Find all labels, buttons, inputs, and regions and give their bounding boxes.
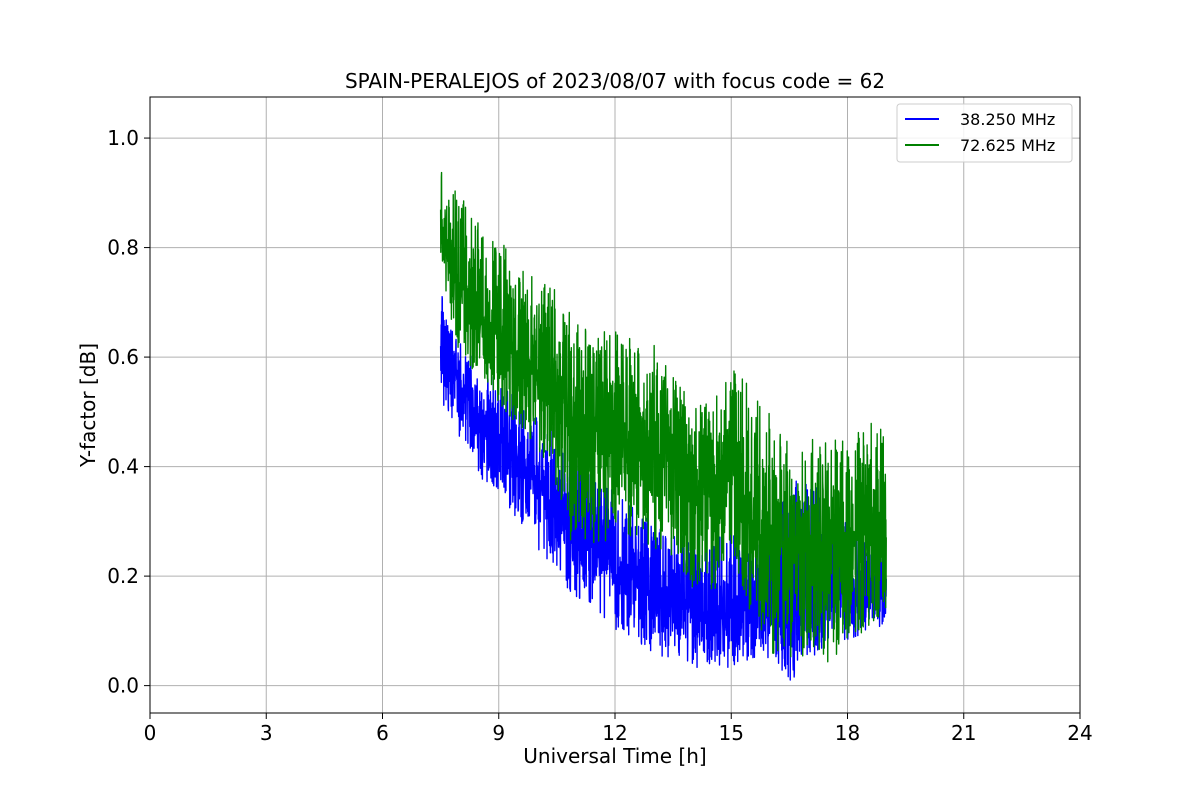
ticks: 0 3 6 9 12 15 18 21 24 0.0 0.2 0.4 0.6 0.8 1.0 [107,126,1093,745]
x-tick-label: 12 [602,721,627,745]
legend-label: 38.250 MHz [960,110,1055,129]
legend-label: 72.625 MHz [960,136,1055,155]
y-tick-label: 0.6 [107,345,139,369]
x-tick-label: 18 [835,721,860,745]
x-tick-label: 21 [951,721,976,745]
y-tick-label: 0.2 [107,564,139,588]
x-axis-label: Universal Time [h] [523,744,706,768]
x-tick-label: 15 [719,721,744,745]
x-tick-label: 24 [1067,721,1092,745]
series-line [439,171,887,663]
x-tick-label: 9 [492,721,505,745]
y-tick-label: 1.0 [107,126,139,150]
legend-box [896,103,1073,163]
plot-series [439,171,887,681]
x-tick-label: 6 [376,721,389,745]
y-tick-label: 0.4 [107,455,139,479]
y-tick-label: 0.8 [107,236,139,260]
x-tick-label: 0 [144,721,157,745]
legend: 38.250 MHz 72.625 MHz [896,103,1073,163]
y-tick-label: 0.0 [107,674,139,698]
y-axis-label: Y-factor [dB] [76,343,100,468]
chart-title: SPAIN-PERALEJOS of 2023/08/07 with focus… [345,69,885,93]
x-tick-label: 3 [260,721,273,745]
